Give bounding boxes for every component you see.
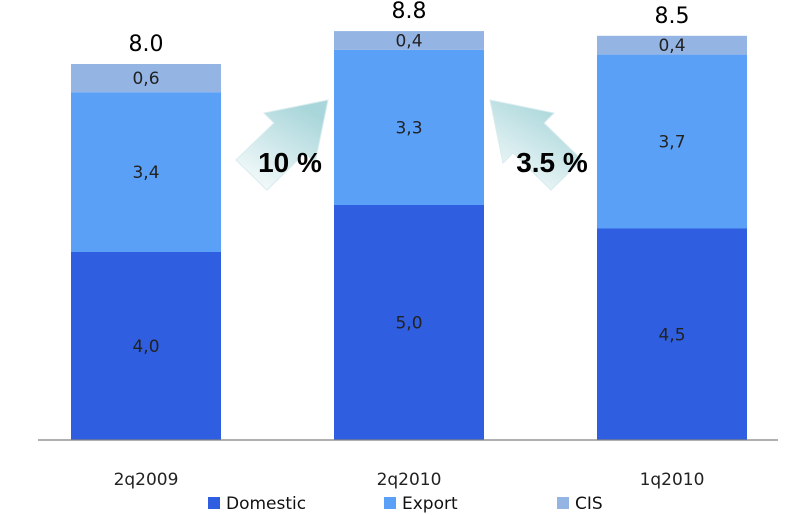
data-label-cis-2q2009: 0,6 — [132, 69, 159, 89]
total-label-2q2010: 8.8 — [392, 0, 427, 24]
bar-domestic-2q2009 — [71, 252, 221, 440]
data-label-domestic-2q2009: 4,0 — [132, 337, 159, 357]
data-label-export-2q2010: 3,3 — [395, 118, 422, 138]
category-label-1q2010: 1q2010 — [640, 470, 705, 490]
legend-label-domestic: Domestic — [226, 494, 306, 514]
growth-label-2: 3.5 % — [516, 147, 588, 178]
total-label-2q2009: 8.0 — [129, 32, 164, 57]
data-label-export-2q2009: 3,4 — [132, 163, 159, 183]
bar-cis-1q2010 — [597, 35, 747, 55]
legend-label-cis: CIS — [575, 494, 603, 514]
legend-label-export: Export — [402, 494, 458, 514]
legend-swatch-domestic — [208, 497, 220, 509]
legend-swatch-cis — [557, 497, 569, 509]
data-label-cis-2q2010: 0,4 — [395, 32, 422, 52]
growth-arrow-right-icon — [235, 99, 329, 191]
growth-arrows — [235, 99, 583, 191]
category-label-2q2010: 2q2010 — [377, 470, 442, 490]
bar-export-2q2009 — [71, 92, 221, 252]
data-label-export-1q2010: 3,7 — [658, 133, 685, 153]
data-label-domestic-2q2010: 5,0 — [395, 314, 422, 334]
growth-arrow-left-icon — [489, 99, 583, 191]
total-label-1q2010: 8.5 — [655, 4, 690, 29]
bar-cis-2q2009 — [71, 64, 221, 93]
data-label-cis-1q2010: 0,4 — [658, 36, 685, 56]
bar-export-1q2010 — [597, 54, 747, 229]
category-label-2q2009: 2q2009 — [114, 470, 179, 490]
bar-cis-2q2010 — [334, 31, 484, 50]
legend: Domestic Export CIS — [208, 494, 603, 514]
bars — [71, 31, 747, 440]
bar-domestic-1q2010 — [597, 228, 747, 440]
labels: 4,0 3,4 0,6 8.0 2q2009 5,0 3,3 0,4 8.8 2q2010 4,5 3… — [114, 0, 705, 490]
growth-label-1: 10 % — [258, 147, 322, 178]
legend-swatch-export — [384, 497, 396, 509]
bar-domestic-2q2010 — [334, 205, 484, 440]
data-label-domestic-1q2010: 4,5 — [658, 325, 685, 345]
bar-export-2q2010 — [334, 49, 484, 206]
